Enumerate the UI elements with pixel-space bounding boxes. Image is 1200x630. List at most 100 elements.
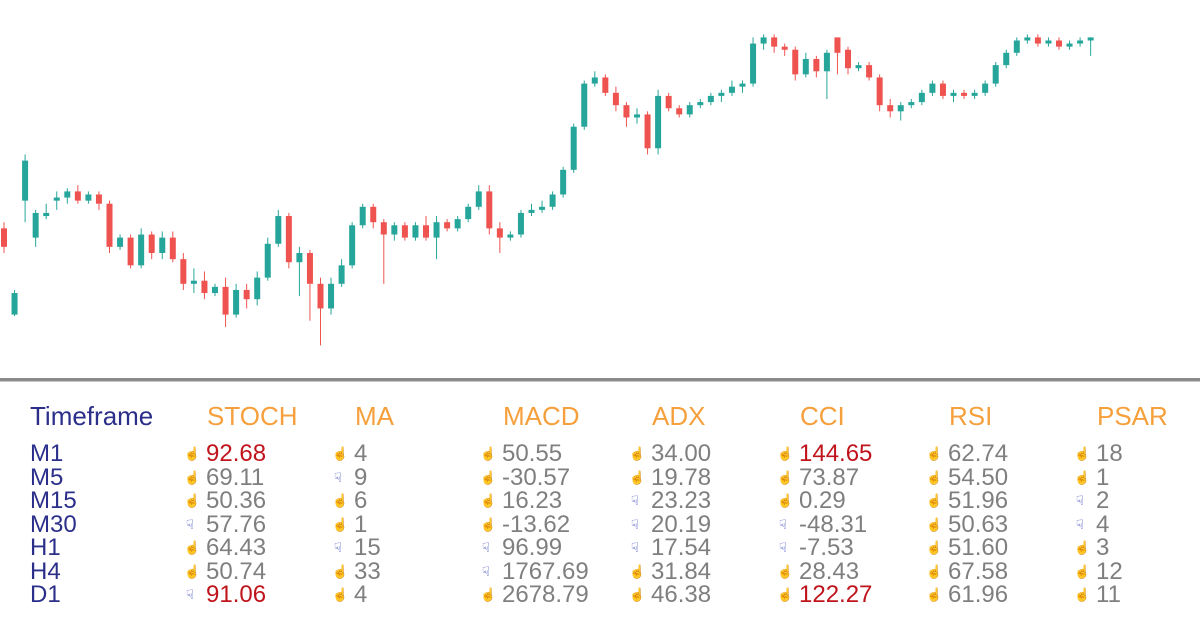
stoch-cell-m1: ☝ 92.68 [184, 442, 266, 469]
bullish-candle [296, 253, 303, 263]
hand-pointing-up-icon: ☝ [926, 469, 943, 485]
hand-pointing-up-icon: ☝ [926, 516, 943, 532]
indicator-value: 6 [354, 487, 368, 514]
indicator-value: 31.84 [651, 557, 712, 585]
ma-cell-m1: ☝ 4 [332, 442, 367, 469]
cci-cell-m1: ☝ 144.65 [777, 442, 872, 469]
hand-pointing-up-icon: ☝ [332, 446, 349, 461]
bullish-candle [264, 243, 271, 278]
hand-pointing-up-icon: ☝ [480, 446, 497, 461]
indicator-value: 2 [1096, 487, 1110, 514]
cci-cell-d1: ☝ 122.27 [777, 583, 872, 610]
bearish-candle [792, 49, 799, 75]
panel-divider[interactable] [0, 378, 1200, 382]
macd-cell-h4: ☟ 1767.69 [480, 559, 589, 587]
indicator-value: 1 [354, 510, 368, 538]
bearish-candle [961, 92, 968, 96]
price-chart-canvas[interactable] [0, 0, 1200, 378]
hand-pointing-up-icon: ☝ [1074, 587, 1091, 602]
bearish-candle [444, 222, 451, 229]
bearish-candle [380, 222, 387, 235]
bullish-candle [254, 277, 261, 300]
indicator-value: 96.99 [502, 534, 563, 561]
candlestick-chart[interactable] [0, 0, 1200, 378]
indicator-value: 19.78 [651, 463, 712, 491]
hand-pointing-down-icon: ☟ [1076, 516, 1084, 532]
bearish-candle [169, 237, 176, 260]
bearish-candle [74, 191, 81, 201]
bullish-candle [634, 114, 640, 118]
bullish-candle [897, 105, 904, 112]
bullish-candle [475, 191, 482, 207]
hand-pointing-up-icon: ☝ [332, 587, 349, 602]
bearish-candle [665, 95, 672, 109]
indicator-value: 17.54 [651, 534, 712, 561]
bullish-candle [117, 237, 124, 247]
indicator-value: 4 [1096, 510, 1110, 538]
indicator-value: 51.60 [948, 534, 1009, 561]
rsi-cell-m30: ☝ 50.63 [926, 510, 1009, 540]
timeframe-label-h1: H1 [30, 534, 61, 561]
indicator-value: 57.76 [206, 510, 267, 538]
bullish-candle [1045, 40, 1052, 44]
hand-pointing-down-icon: ☟ [631, 540, 639, 555]
bullish-candle [728, 86, 735, 93]
indicator-value: 67.58 [948, 557, 1009, 585]
bullish-candle [528, 209, 535, 213]
bearish-candle [866, 65, 873, 78]
indicator-value: 28.43 [799, 557, 860, 585]
timeframe-label-h4: H4 [30, 557, 61, 585]
bullish-candle [1013, 40, 1020, 53]
hand-pointing-up-icon: ☝ [777, 563, 794, 579]
psar-cell-d1: ☝ 11 [1074, 583, 1121, 610]
bullish-candle [549, 194, 556, 207]
indicator-value: 4 [354, 581, 368, 608]
bullish-candle [233, 289, 240, 315]
hand-pointing-up-icon: ☝ [926, 587, 943, 602]
hand-pointing-up-icon: ☝ [629, 469, 646, 485]
hand-pointing-up-icon: ☝ [480, 587, 497, 602]
stoch-cell-h1: ☝ 64.43 [184, 536, 266, 563]
bullish-candle [43, 212, 50, 217]
bullish-candle [454, 219, 461, 229]
cci-cell-h4: ☝ 28.43 [777, 557, 860, 587]
column-header-stoch: STOCH [207, 401, 298, 431]
macd-cell-h1: ☟ 96.99 [480, 536, 562, 563]
rsi-cell-h1: ☝ 51.60 [926, 536, 1008, 563]
indicator-value: 12 [1096, 557, 1123, 585]
bullish-candle [328, 283, 335, 309]
bullish-candle [338, 265, 345, 284]
bullish-candle [570, 126, 577, 170]
bullish-candle [349, 225, 356, 266]
hand-pointing-down-icon: ☟ [186, 516, 194, 532]
ma-cell-m15: ☝ 6 [332, 489, 367, 516]
bullish-candle [760, 37, 767, 44]
indicator-value: 50.63 [948, 510, 1009, 538]
stoch-cell-d1: ☟ 91.06 [184, 583, 266, 610]
bullish-candle [1066, 43, 1073, 47]
bullish-candle [802, 58, 809, 75]
ma-cell-h1: ☟ 15 [332, 536, 381, 563]
bearish-candle [496, 228, 503, 238]
bearish-candle [676, 108, 683, 115]
bullish-candle [918, 92, 925, 103]
bearish-candle [771, 37, 778, 47]
column-header-timeframe: Timeframe [30, 401, 154, 431]
bearish-candle [834, 37, 841, 53]
indicator-value: 50.74 [206, 557, 267, 585]
column-header-psar: PSAR [1097, 401, 1168, 431]
hand-pointing-down-icon: ☟ [186, 587, 194, 602]
bullish-candle [64, 191, 71, 198]
indicator-value: -13.62 [502, 510, 571, 538]
bullish-candle [718, 92, 725, 96]
bearish-candle [180, 259, 187, 284]
bullish-candle [908, 102, 915, 106]
bullish-candle [32, 212, 39, 238]
bearish-candle [317, 283, 324, 309]
hand-pointing-up-icon: ☝ [926, 493, 943, 508]
timeframe-label-d1: D1 [30, 581, 61, 608]
hand-pointing-down-icon: ☟ [482, 540, 490, 555]
bullish-candle [855, 65, 862, 69]
hand-pointing-up-icon: ☝ [1074, 563, 1091, 579]
ma-cell-m5: ☟ 9 [332, 465, 367, 493]
